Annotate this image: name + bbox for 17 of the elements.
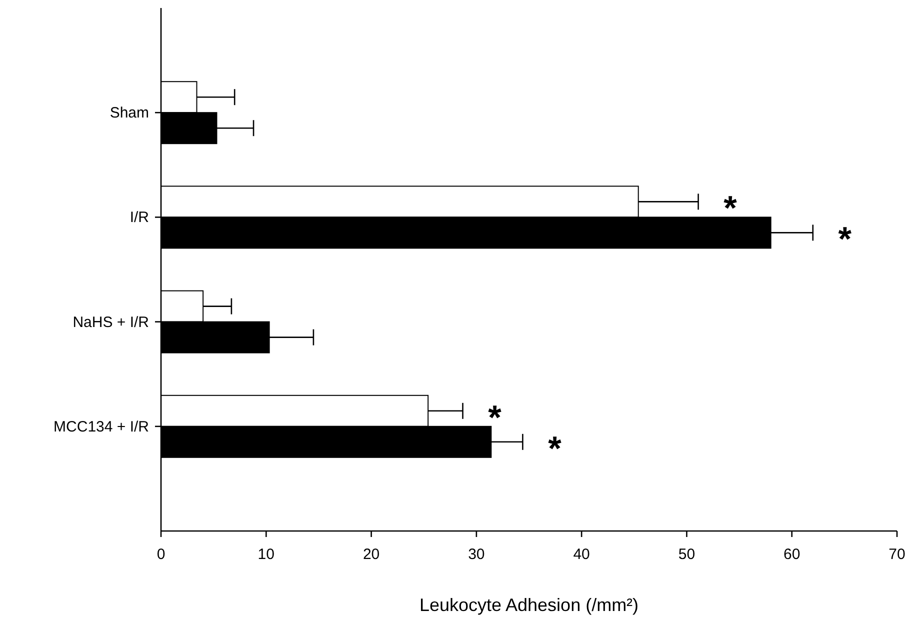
x-tick-label: 0: [156, 546, 166, 563]
y-tick-label: Sham: [110, 104, 149, 122]
x-tick-label: 10: [258, 546, 274, 563]
x-tick-label: 60: [784, 546, 800, 563]
annotation: *: [488, 398, 502, 437]
x-axis-title: Leukocyte Adhesion (/mm²): [419, 595, 639, 615]
annotation: *: [548, 430, 562, 468]
x-tick-label: 40: [573, 546, 590, 563]
x-tick-label: 50: [678, 546, 696, 563]
x-tick-label: 20: [362, 546, 380, 563]
y-tick-label: NaHS + I/R: [72, 314, 150, 331]
x-tick-label: 30: [468, 546, 485, 563]
x-tick-label: 70: [888, 546, 906, 563]
y-tick-label: I/R: [130, 209, 150, 226]
annotation: *: [724, 190, 738, 228]
annotation: *: [838, 220, 852, 259]
y-tick-label: MCC134 + I/R: [54, 418, 150, 436]
